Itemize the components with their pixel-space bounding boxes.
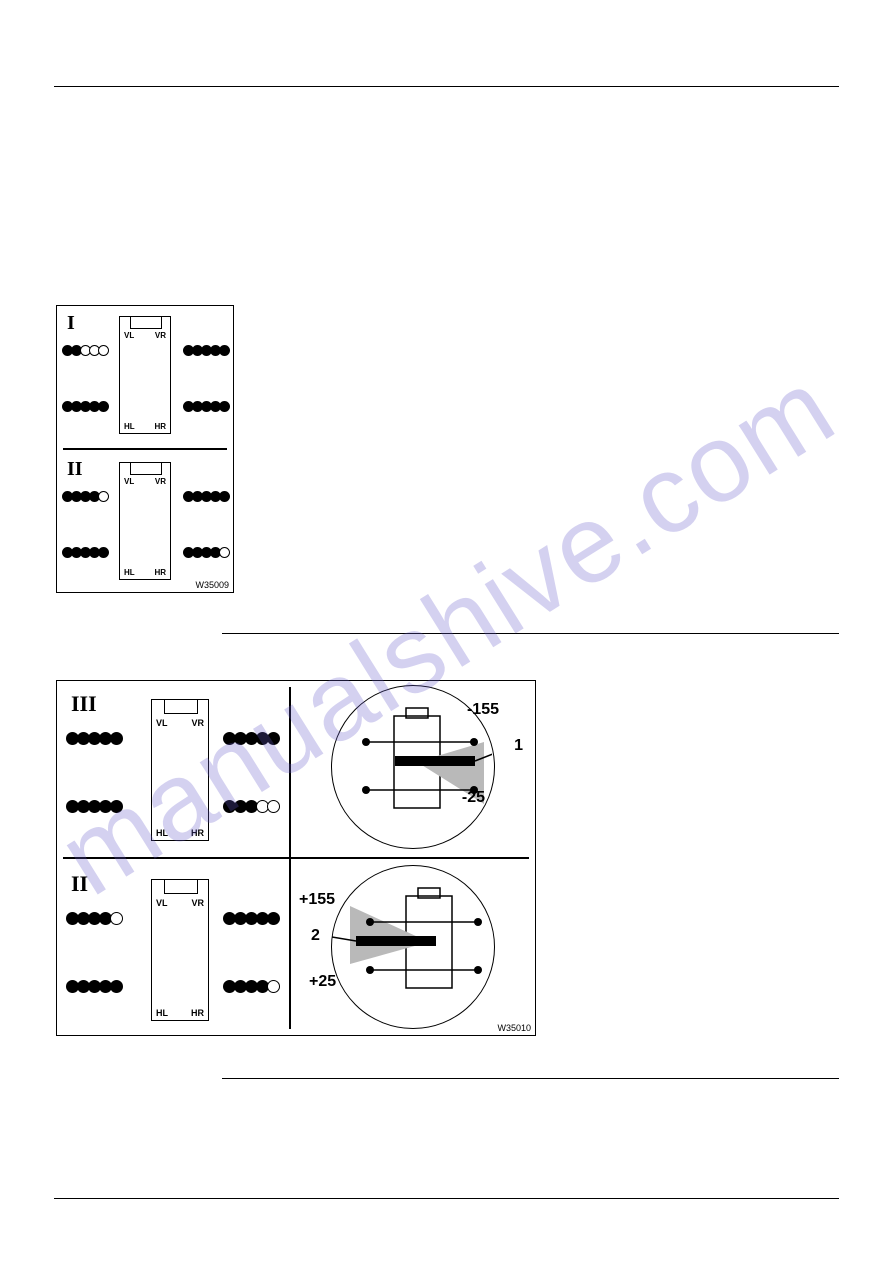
fig2-hdivider [63,857,529,859]
value-bottom: +25 [309,973,336,991]
label-hl: HL [156,828,168,838]
wheel-filled-icon [267,912,280,925]
tractor-outline: VL VR HL HR [119,462,171,580]
wheel-open-icon [267,800,280,813]
wheel-open-icon [98,491,109,502]
wheel-row-front-right [224,731,279,745]
value-top: +155 [299,891,335,909]
fig2-panel-b: II VL VR HL HR [57,861,289,1035]
callout-number: 1 [514,737,523,755]
wheel-row-front-left [67,911,122,925]
label-hr: HR [154,422,166,431]
label-hl: HL [124,422,135,431]
wheel-row-front-right [224,911,279,925]
wheel-filled-icon [110,732,123,745]
wheel-row-front-right [184,344,229,356]
label-hl: HL [124,568,135,577]
wheel-filled-icon [110,980,123,993]
wheel-open-icon [98,345,109,356]
section-rule-1 [222,633,839,634]
roman-numeral: II [67,458,83,481]
rule-bottom [54,1198,839,1199]
wheel-filled-icon [110,800,123,813]
fig2-detail-b: +155 2 +25 [291,861,535,1035]
fig2-detail-a: -155 1 -25 [291,681,535,855]
label-vr: VR [155,477,166,486]
section-rule-2 [222,1078,839,1079]
label-hl: HL [156,1008,168,1018]
figure-2: III VL VR HL HR [56,680,536,1036]
callout-number: 2 [311,927,320,945]
label-vr: VR [155,331,166,340]
figure-id: W35010 [497,1023,531,1033]
figure-id: W35009 [195,580,229,590]
wheel-row-rear-right [184,400,229,412]
wheel-open-icon [267,980,280,993]
tractor-outline: VL VR HL HR [151,879,209,1021]
wheel-filled-icon [98,547,109,558]
roman-numeral: I [67,312,75,335]
cab-outline [130,317,162,329]
wheel-row-rear-left [67,979,122,993]
detail-circle [331,865,495,1029]
page: manualshive.com I VL VR HL HR II VL VR [0,0,893,1263]
tractor-outline: VL VR HL HR [151,699,209,841]
rule-top [54,86,839,87]
label-vr: VR [191,718,204,728]
wheel-row-rear-left [67,799,122,813]
wheel-row-front-left [63,490,108,502]
label-vl: VL [156,718,168,728]
wheel-row-front-right [184,490,229,502]
label-vl: VL [156,898,168,908]
cab-outline [130,463,162,475]
cab-outline [164,880,198,894]
tractor-outline: VL VR HL HR [119,316,171,434]
wheel-filled-icon [98,401,109,412]
roman-numeral: III [71,691,97,717]
wheel-row-front-left [63,344,108,356]
label-hr: HR [191,828,204,838]
wheel-open-icon [110,912,123,925]
wheel-filled-icon [219,401,230,412]
wheel-row-rear-right [184,546,229,558]
fig1-panel-a: I VL VR HL HR [57,306,235,446]
label-vr: VR [191,898,204,908]
wheel-filled-icon [219,491,230,502]
label-vl: VL [124,477,134,486]
wheel-open-icon [219,547,230,558]
figure-1: I VL VR HL HR II VL VR HL HR [56,305,234,593]
value-bottom: -25 [462,789,485,807]
wheel-row-rear-left [63,400,108,412]
fig1-panel-b: II VL VR HL HR [57,452,235,592]
cab-outline [164,700,198,714]
wheel-row-front-left [67,731,122,745]
value-top: -155 [467,701,499,719]
label-vl: VL [124,331,134,340]
label-hr: HR [154,568,166,577]
wheel-row-rear-right [224,979,279,993]
label-hr: HR [191,1008,204,1018]
fig2-panel-a: III VL VR HL HR [57,681,289,855]
wheel-row-rear-left [63,546,108,558]
fig1-divider [63,448,227,450]
roman-numeral: II [71,871,88,897]
wheel-filled-icon [219,345,230,356]
wheel-row-rear-right [224,799,279,813]
wheel-filled-icon [267,732,280,745]
